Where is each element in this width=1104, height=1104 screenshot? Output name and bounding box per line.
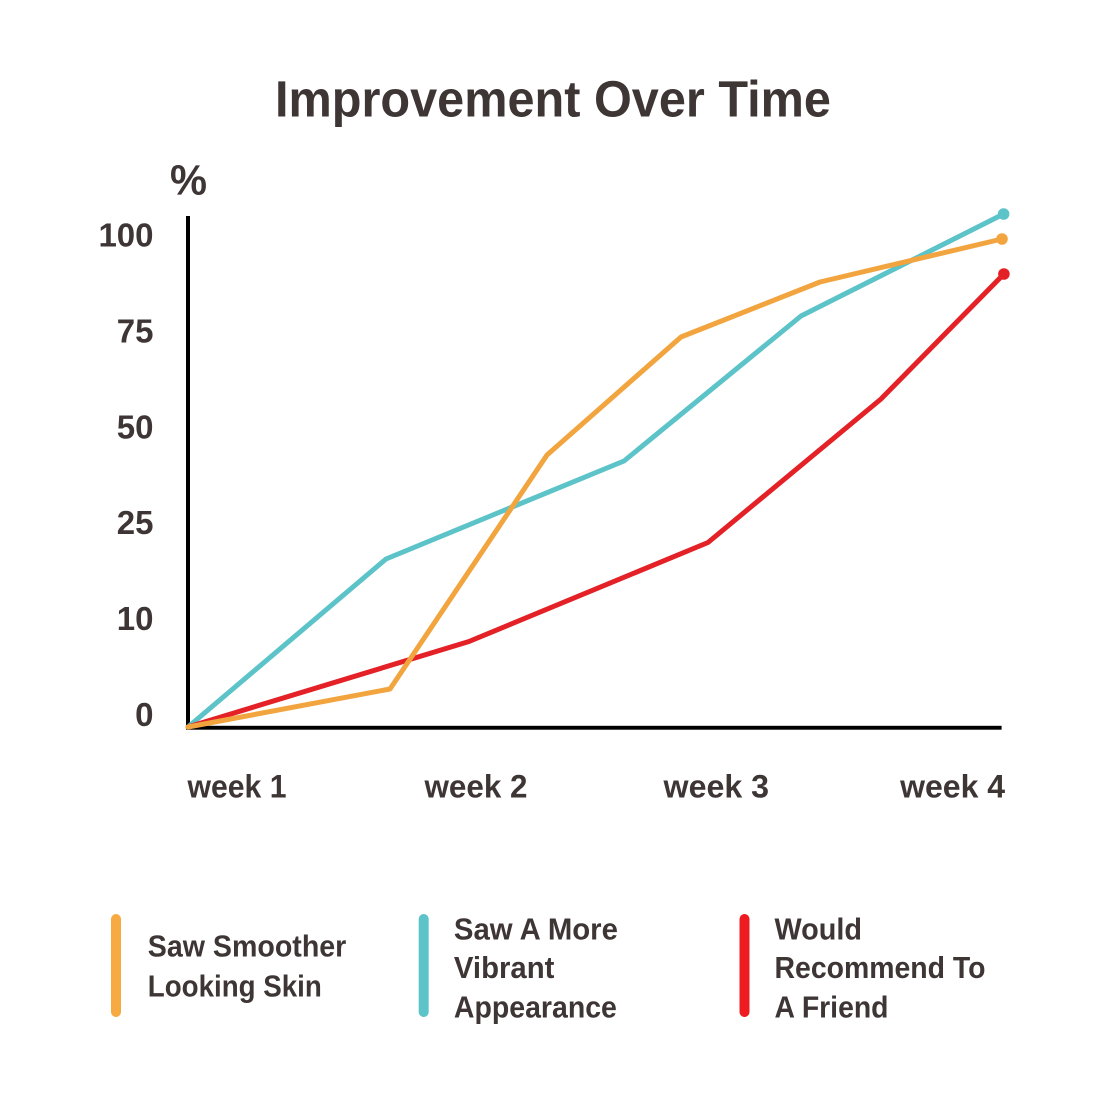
svg-text:Looking Skin: Looking Skin xyxy=(148,969,322,1004)
svg-text:50: 50 xyxy=(117,408,154,445)
svg-text:Would: Would xyxy=(775,912,863,947)
svg-text:week 1: week 1 xyxy=(187,769,287,805)
svg-text:25: 25 xyxy=(117,504,154,541)
svg-text:Vibrant: Vibrant xyxy=(454,950,555,985)
svg-text:Improvement Over Time: Improvement Over Time xyxy=(275,70,831,127)
svg-text:A Friend: A Friend xyxy=(775,990,889,1025)
svg-text:week 3: week 3 xyxy=(663,769,770,805)
svg-text:0: 0 xyxy=(135,696,153,733)
svg-text:%: % xyxy=(170,158,207,205)
svg-text:100: 100 xyxy=(98,217,153,254)
svg-text:week 4: week 4 xyxy=(899,769,1005,805)
svg-text:Appearance: Appearance xyxy=(454,990,617,1025)
svg-text:Recommend To: Recommend To xyxy=(775,950,986,985)
svg-text:Saw Smoother: Saw Smoother xyxy=(148,929,346,964)
svg-text:week 2: week 2 xyxy=(424,769,528,805)
svg-text:Saw A More: Saw A More xyxy=(454,912,618,947)
svg-text:10: 10 xyxy=(117,600,154,637)
svg-text:75: 75 xyxy=(117,312,154,349)
